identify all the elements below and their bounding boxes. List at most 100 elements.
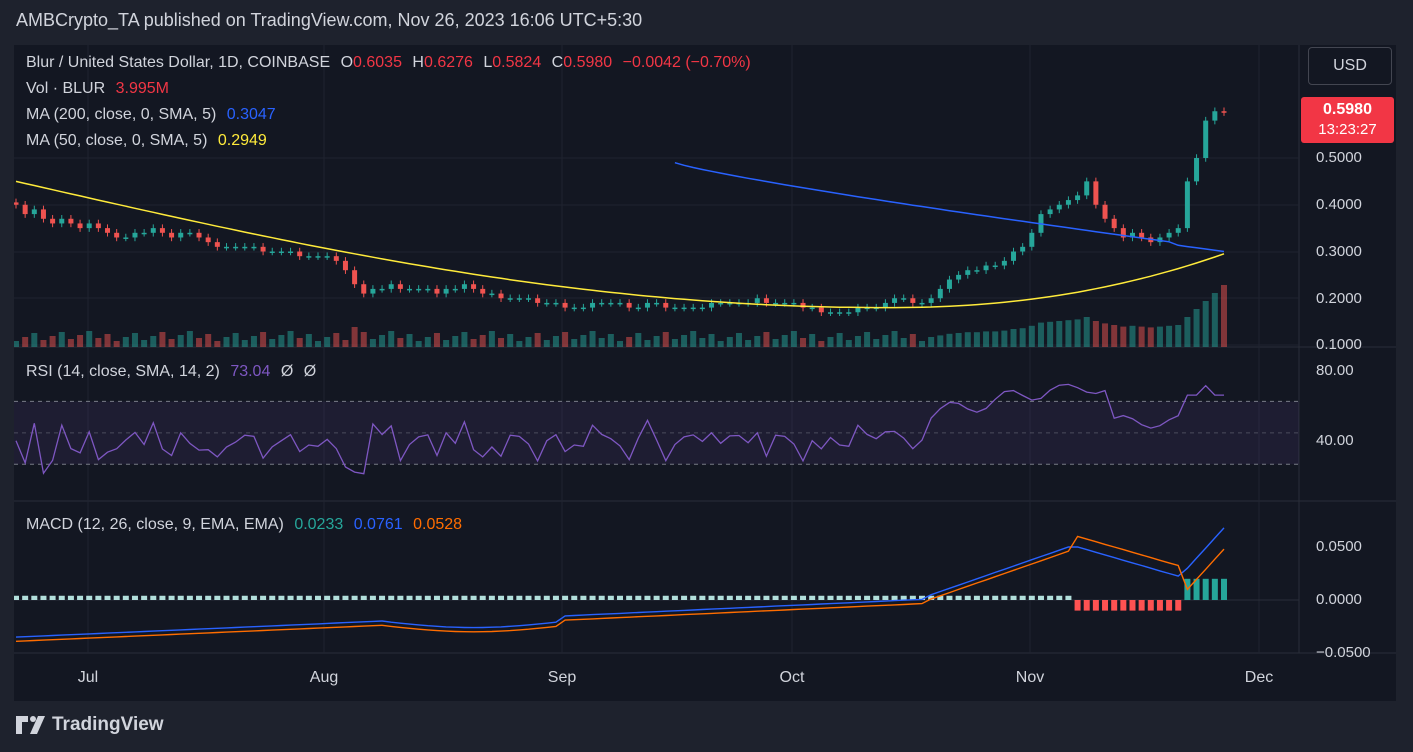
volume-bar <box>196 338 203 347</box>
volume-bar <box>1028 325 1035 347</box>
volume-bar <box>77 335 84 347</box>
candle-body <box>1047 209 1053 215</box>
macd-label: MACD (12, 26, close, 9, EMA, EMA) <box>26 516 284 533</box>
chart-canvas[interactable] <box>14 45 1396 701</box>
volume-bar <box>983 331 990 347</box>
candle-body <box>1184 181 1190 229</box>
macd-histogram-bar <box>1019 595 1026 600</box>
macd-histogram-bar <box>882 595 889 600</box>
volume-bar <box>992 331 999 347</box>
chart-frame[interactable]: Blur / United States Dollar, 1D, COINBAS… <box>14 45 1396 701</box>
macd-histogram-bar <box>1056 595 1063 600</box>
candle-body <box>159 228 165 233</box>
macd-histogram-bar <box>498 595 505 600</box>
macd-histogram-bar <box>360 595 367 600</box>
macd-histogram-bar <box>479 595 486 600</box>
volume-bar <box>31 333 38 347</box>
macd-histogram-bar <box>488 595 495 600</box>
macd-histogram-bar <box>992 595 999 600</box>
candle-body <box>1221 111 1227 113</box>
candle-body <box>233 246 239 249</box>
candle-body <box>983 265 989 271</box>
candle-body <box>809 307 815 310</box>
candle-body <box>754 298 760 303</box>
candle-body <box>1139 232 1145 238</box>
macd-histogram-bar <box>617 595 623 600</box>
candle-body <box>599 302 605 305</box>
rsi-value: 73.04 <box>230 363 271 380</box>
macd-tick-2: 0.0000 <box>1316 591 1362 608</box>
ma200-line <box>674 161 1225 253</box>
macd-tick-1: 0.0500 <box>1316 538 1362 555</box>
rsi-extra-2: Ø <box>303 363 317 380</box>
macd-histogram-bar <box>269 595 276 600</box>
candle-body <box>855 307 861 313</box>
candle-body <box>370 288 376 294</box>
volume-bar <box>635 333 642 347</box>
candle-body <box>1093 181 1099 205</box>
volume-bar <box>955 333 962 347</box>
macd-histogram-bar <box>131 595 138 600</box>
volume-bar <box>58 332 65 347</box>
candle-body <box>315 256 321 258</box>
macd-histogram-bar <box>946 595 953 600</box>
macd-histogram-bar <box>461 595 468 600</box>
macd-histogram-bar <box>67 595 74 600</box>
close-value: 0.5980 <box>563 54 613 71</box>
volume-bar <box>95 338 102 347</box>
candle-body <box>892 298 898 303</box>
time-tick-oct: Oct <box>779 669 805 686</box>
price-tick-2: 0.4000 <box>1316 196 1362 213</box>
candle-body <box>644 302 650 308</box>
candle-body <box>827 312 833 314</box>
volume-bar <box>186 331 193 347</box>
price-tick-4: 0.2000 <box>1316 290 1362 307</box>
candle-body <box>544 302 550 305</box>
macd-histogram-bar <box>635 595 642 600</box>
macd-histogram-bar <box>1001 595 1008 600</box>
macd-histogram-bar <box>351 595 358 600</box>
rsi-tick-40: 40.00 <box>1316 432 1354 449</box>
volume-bar <box>269 339 276 347</box>
time-tick-jul: Jul <box>77 669 99 686</box>
volume-bar <box>864 332 871 347</box>
macd-histogram-bar <box>40 595 47 600</box>
macd-histogram-bar <box>909 595 916 600</box>
candle-body <box>288 251 294 253</box>
last-price: 0.5980 <box>1323 101 1372 118</box>
volume-bar <box>699 338 706 347</box>
volume-bar <box>433 333 440 347</box>
macd-histogram-bar <box>671 595 678 600</box>
candle-body <box>937 288 943 299</box>
volume-bar <box>452 336 459 347</box>
volume-bar <box>488 331 495 347</box>
candle-body <box>425 288 431 291</box>
candle-body <box>461 284 467 289</box>
macd-line <box>15 527 1225 638</box>
candle-body <box>169 232 175 238</box>
candle-body <box>681 307 687 310</box>
volume-bar <box>1211 293 1218 347</box>
volume-bar <box>772 339 779 347</box>
volume-bar <box>681 335 688 347</box>
candle-body <box>306 256 312 258</box>
candle-body <box>699 307 705 310</box>
macd-histogram-bar <box>31 595 38 600</box>
ma200-label: MA (200, close, 0, SMA, 5) <box>26 106 217 123</box>
candle-body <box>1001 260 1007 266</box>
volume-bar <box>150 336 157 347</box>
volume-bar <box>1202 301 1209 347</box>
volume-bar <box>1166 325 1173 347</box>
volume-bar <box>754 336 761 347</box>
macd-histogram-bar <box>607 595 614 600</box>
candle-body <box>260 246 266 252</box>
volume-bar <box>854 336 861 347</box>
volume-bar <box>122 337 129 347</box>
macd-histogram-bar <box>854 595 861 600</box>
volume-bar <box>1156 326 1163 347</box>
candle-body <box>214 242 220 247</box>
macd-histogram-bar <box>196 595 203 600</box>
currency-button[interactable]: USD <box>1308 47 1392 85</box>
volume-bar <box>159 332 166 347</box>
candle-body <box>919 302 925 305</box>
